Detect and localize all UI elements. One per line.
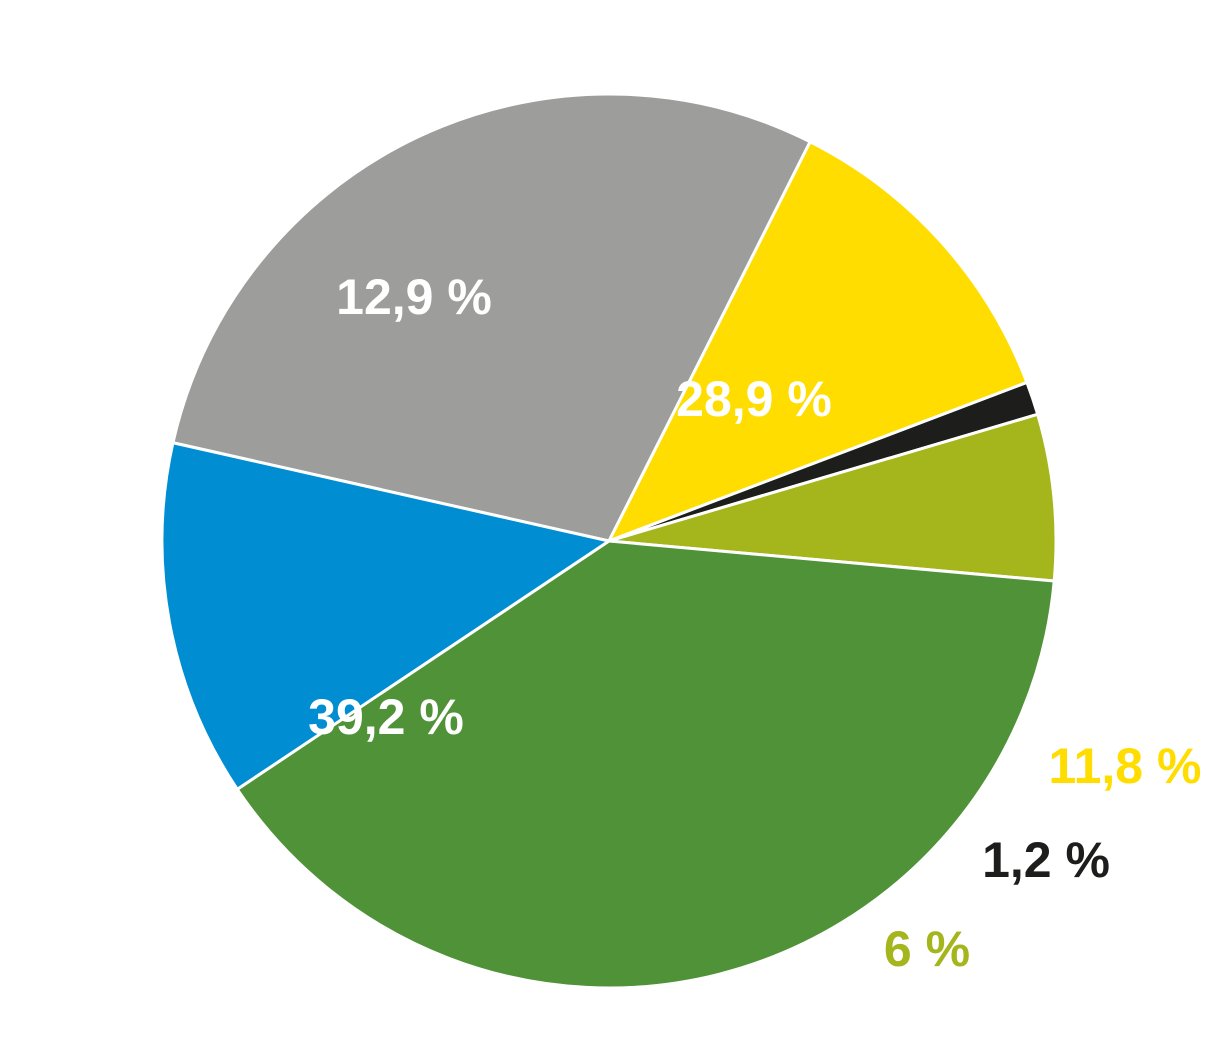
pie-slice-12-9 xyxy=(160,441,611,791)
slice-label-28-9: 28,9 % xyxy=(676,371,832,427)
pie-slice-39-2 xyxy=(235,539,1056,990)
slice-label-12-9: 12,9 % xyxy=(336,269,492,325)
pie-slice-11-8 xyxy=(607,140,1029,543)
slice-label-1-2: 1,2 % xyxy=(982,832,1110,888)
pie-slice-28-9 xyxy=(171,92,812,543)
slice-label-11-8: 11,8 % xyxy=(1049,738,1202,794)
pie-labels: 28,9 % 11,8 % 1,2 %6 % 39,2 % 12,9 % xyxy=(308,269,1201,977)
slice-label-39-2: 39,2 % xyxy=(308,689,464,745)
pie-slices xyxy=(160,92,1058,990)
slice-label-6: 6 % xyxy=(884,921,970,977)
pie-slice-6 xyxy=(607,412,1058,583)
